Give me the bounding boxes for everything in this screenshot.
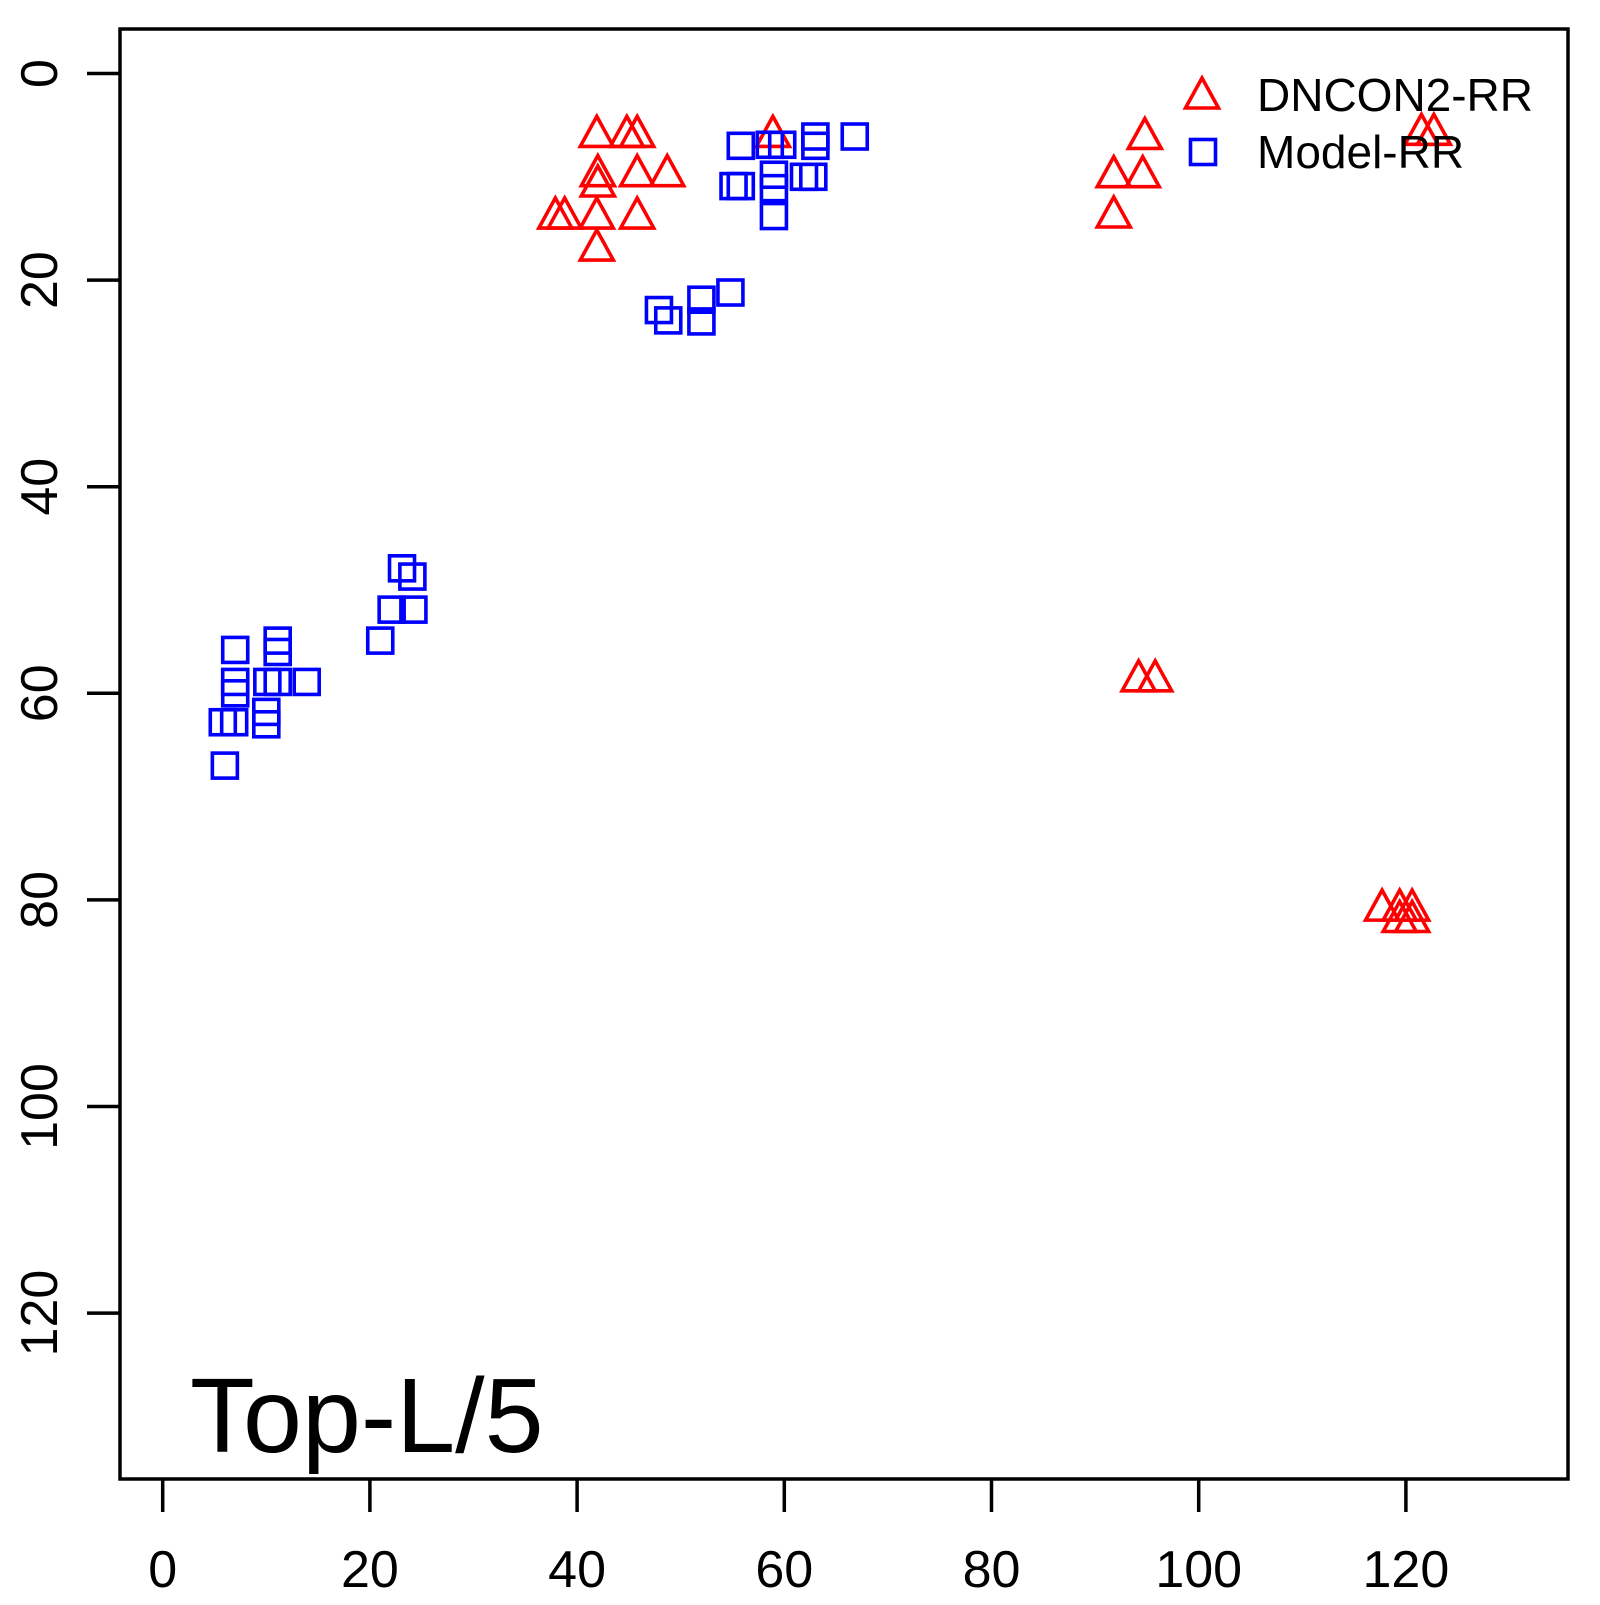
- x-tick-label: 20: [341, 1541, 399, 1599]
- square-marker: [252, 709, 281, 739]
- square-marker: [253, 667, 282, 697]
- square-marker: [801, 122, 830, 151]
- square-marker: [840, 122, 870, 151]
- x-tick-label: 0: [148, 1541, 177, 1599]
- square-marker: [220, 678, 250, 708]
- square-marker: [398, 562, 427, 591]
- y-tick-label: 0: [11, 59, 69, 88]
- square-marker: [292, 667, 322, 697]
- square-marker: [716, 278, 745, 307]
- square-marker: [263, 667, 292, 697]
- square-marker: [801, 131, 830, 161]
- x-tick-label: 100: [1155, 1541, 1242, 1599]
- x-axis: 0 20 40 60 80 100 120: [148, 1479, 1449, 1599]
- series-model-rr: [208, 122, 870, 780]
- square-marker: [759, 173, 789, 203]
- plot-border: [118, 27, 1570, 1481]
- square-marker: [726, 171, 756, 201]
- square-marker: [219, 707, 249, 737]
- triangle-marker: [1123, 152, 1163, 189]
- legend-label-model: Model-RR: [1257, 126, 1464, 178]
- triangle-marker: [1392, 897, 1432, 934]
- square-marker: [719, 171, 748, 201]
- square-marker: [644, 295, 674, 325]
- square-marker: [377, 595, 406, 624]
- y-axis: 0 20 40 60 80 100 120: [11, 59, 120, 1356]
- plot-annotation: Top-L/5: [190, 1357, 544, 1475]
- triangle-marker: [1135, 657, 1175, 693]
- square-marker: [726, 131, 756, 161]
- legend: DNCON2-RR Model-RR: [1182, 69, 1533, 178]
- square-marker: [387, 554, 417, 583]
- square-marker: [365, 626, 395, 655]
- legend-square-icon: [1188, 137, 1218, 167]
- triangle-marker: [577, 194, 617, 230]
- square-marker: [799, 162, 828, 192]
- triangle-marker: [1392, 886, 1432, 922]
- triangle-marker: [1094, 193, 1134, 229]
- square-marker: [687, 285, 716, 315]
- y-tick-label: 120: [11, 1270, 69, 1357]
- legend-label-dncon2: DNCON2-RR: [1257, 69, 1533, 121]
- x-tick-label: 80: [963, 1541, 1021, 1599]
- triangle-marker: [1125, 114, 1165, 151]
- triangle-marker: [1414, 110, 1454, 147]
- y-tick-label: 60: [11, 664, 69, 722]
- x-tick-label: 120: [1363, 1541, 1450, 1599]
- legend-triangle-icon: [1182, 74, 1222, 110]
- triangle-marker: [578, 162, 618, 198]
- triangle-marker: [577, 226, 617, 262]
- square-marker: [767, 130, 797, 160]
- series-dncon2-rr: [535, 110, 1454, 934]
- square-marker: [210, 751, 240, 780]
- y-tick-label: 40: [11, 458, 69, 516]
- y-tick-label: 100: [11, 1063, 69, 1150]
- square-marker: [759, 201, 789, 231]
- square-marker: [220, 635, 250, 665]
- square-marker: [687, 307, 716, 336]
- x-tick-label: 40: [548, 1541, 606, 1599]
- square-marker: [399, 595, 428, 624]
- triangle-marker: [647, 151, 687, 188]
- triangle-marker: [545, 194, 585, 230]
- triangle-marker: [1094, 152, 1134, 189]
- square-marker: [263, 637, 292, 667]
- square-marker: [789, 162, 819, 192]
- y-tick-label: 80: [11, 871, 69, 929]
- x-tick-label: 60: [755, 1541, 813, 1599]
- triangle-marker: [617, 151, 657, 188]
- triangle-marker: [617, 112, 657, 149]
- triangle-marker: [577, 112, 617, 149]
- y-tick-label: 20: [11, 251, 69, 309]
- triangle-marker: [578, 151, 618, 188]
- triangle-marker: [1119, 657, 1159, 693]
- square-marker: [653, 306, 683, 335]
- triangle-marker: [617, 194, 657, 230]
